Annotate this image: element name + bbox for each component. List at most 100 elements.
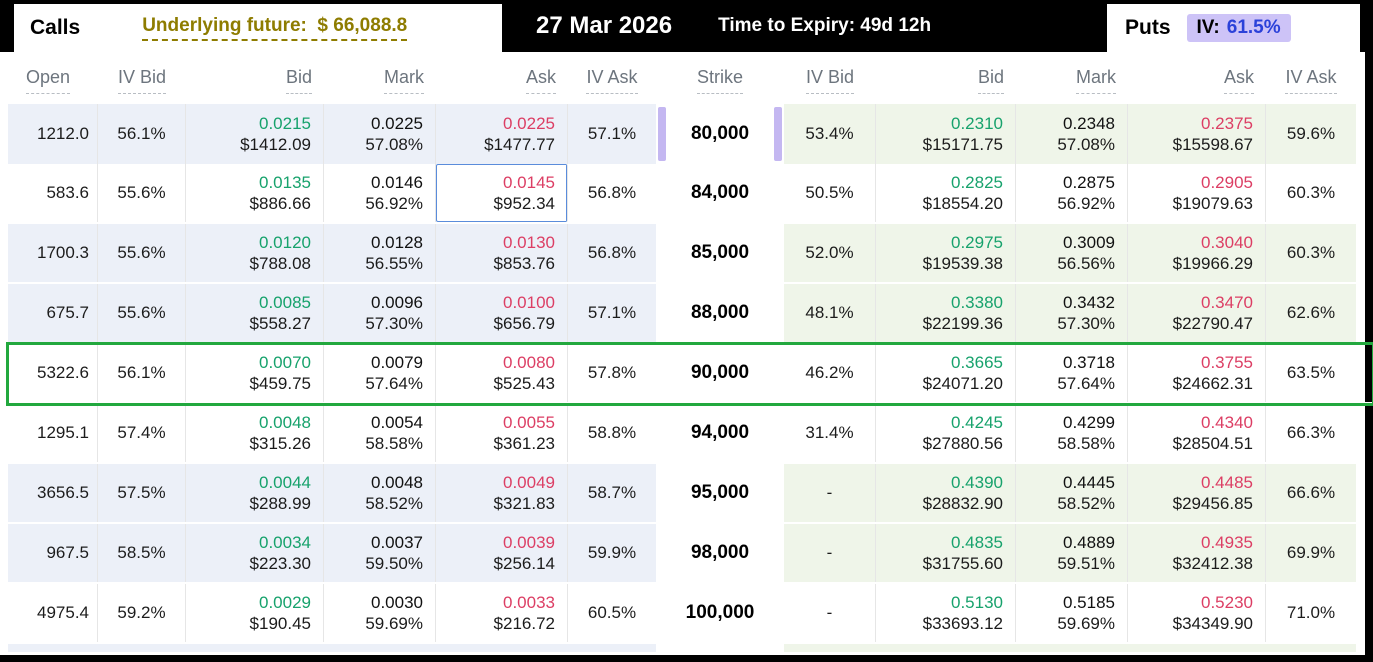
secondary-value: 56.55%	[365, 254, 423, 273]
put-bid-cell[interactable]: 0.2825 $18554.20	[876, 164, 1016, 222]
price-value: 0.4299	[1063, 413, 1115, 432]
call-ask-cell[interactable]: 0.0080 $525.43	[436, 344, 568, 402]
price-value: 0.4390	[951, 473, 1003, 492]
calls-label: Calls	[30, 16, 81, 39]
strike-cell[interactable]: 85,000	[668, 224, 772, 282]
strike-gutter-right	[772, 524, 784, 582]
header-call-iv-ask-label[interactable]: IV Ask	[586, 67, 638, 94]
underlying-future-link[interactable]: Underlying future: $ 66,088.8	[142, 15, 408, 41]
header-call-iv-ask[interactable]: IV Ask	[568, 67, 656, 94]
call-open: 1700.3	[8, 224, 98, 282]
strike-cell[interactable]: 100,000	[668, 584, 772, 642]
strike-gutter-right	[772, 404, 784, 462]
header-put-bid[interactable]: Bid	[876, 67, 1016, 94]
put-ask-cell[interactable]: 0.3470 $22790.47	[1128, 284, 1266, 342]
price-value: 0.2975	[951, 233, 1003, 252]
strike-cell[interactable]: 84,000	[668, 164, 772, 222]
put-bid-cell[interactable]: 0.2310 $15171.75	[876, 104, 1016, 164]
put-bid-cell[interactable]: 0.4390 $28832.90	[876, 464, 1016, 522]
strike-scroll-indicator-left	[656, 104, 668, 164]
call-bid-cell[interactable]: 0.0070 $459.75	[186, 344, 324, 402]
call-bid-cell[interactable]: 0.0034 $223.30	[186, 524, 324, 582]
secondary-value: $19966.29	[1172, 254, 1253, 273]
header-call-bid[interactable]: Bid	[186, 67, 324, 94]
expiry-date[interactable]: 27 Mar 2026	[536, 12, 673, 39]
put-ask-cell[interactable]: 0.4935 $32412.38	[1128, 524, 1266, 582]
header-put-mark-label[interactable]: Mark	[1076, 67, 1116, 94]
call-ask-cell[interactable]: 0.0049 $321.83	[436, 464, 568, 522]
put-iv-ask: 63.5%	[1286, 363, 1336, 382]
secondary-value: $24662.31	[1172, 374, 1253, 393]
put-ask-cell[interactable]: 0.2375 $15598.67	[1128, 104, 1266, 164]
call-ask-cell[interactable]: 0.0225 $1477.77	[436, 104, 568, 164]
call-ask-cell[interactable]: 0.0100 $656.79	[436, 284, 568, 342]
put-bid-cell[interactable]: 0.5130 $33693.12	[876, 584, 1016, 642]
put-bid-cell[interactable]: 0.3380 $22199.36	[876, 284, 1016, 342]
header-put-mark[interactable]: Mark	[1016, 67, 1128, 94]
call-iv-ask: 58.8%	[587, 423, 637, 442]
header-call-iv-bid-label[interactable]: IV Bid	[117, 67, 167, 94]
secondary-value: $19539.38	[922, 254, 1003, 273]
call-ask-cell[interactable]: 0.0033 $216.72	[436, 584, 568, 642]
call-iv-bid: 55.6%	[98, 284, 186, 342]
header-strike-label[interactable]: Strike	[696, 67, 743, 94]
secondary-value: $1412.09	[240, 135, 311, 154]
header-put-iv-bid-label[interactable]: IV Bid	[805, 67, 855, 94]
call-bid-cell[interactable]: 0.0044 $288.99	[186, 464, 324, 522]
header-call-ask[interactable]: Ask	[436, 67, 568, 94]
put-ask-cell[interactable]: 0.4340 $28504.51	[1128, 404, 1266, 462]
put-ask-cell[interactable]: 0.3040 $19966.29	[1128, 224, 1266, 282]
call-bid-cell[interactable]: 0.0135 $886.66	[186, 164, 324, 222]
call-bid-cell[interactable]: 0.0048 $315.26	[186, 404, 324, 462]
put-ask-cell[interactable]: 0.5230 $34349.90	[1128, 584, 1266, 642]
call-bid-cell[interactable]: 0.0029 $190.45	[186, 584, 324, 642]
secondary-value: 58.58%	[1057, 434, 1115, 453]
header-call-open[interactable]: Open	[8, 67, 98, 94]
header-put-bid-label[interactable]: Bid	[977, 67, 1004, 94]
call-iv-ask: 58.7%	[568, 464, 656, 522]
call-open: 1212.0	[8, 104, 98, 164]
header-call-ask-label[interactable]: Ask	[525, 67, 556, 94]
strike-cell[interactable]: 95,000	[668, 464, 772, 522]
strike-cell[interactable]: 98,000	[668, 524, 772, 582]
put-ask-cell[interactable]: 0.2905 $19079.63	[1128, 164, 1266, 222]
strike-cell[interactable]: 88,000	[668, 284, 772, 342]
call-iv-ask: 60.5%	[587, 603, 637, 622]
call-ask-cell[interactable]: 0.0039 $256.14	[436, 524, 568, 582]
call-ask-cell[interactable]: 0.0055 $361.23	[436, 404, 568, 462]
put-ask-cell[interactable]: 0.4485 $29456.85	[1128, 464, 1266, 522]
header-call-bid-label[interactable]: Bid	[285, 67, 312, 94]
put-bid-cell[interactable]: 0.3665 $24071.20	[876, 344, 1016, 402]
put-ask-cell[interactable]: 0.3755 $24662.31	[1128, 344, 1266, 402]
header-put-iv-ask[interactable]: IV Ask	[1266, 67, 1356, 94]
price-value: 0.3665	[951, 353, 1003, 372]
call-ask-cell[interactable]: 0.0130 $853.76	[436, 224, 568, 282]
call-ask-cell[interactable]: 0.0145 $952.34	[436, 164, 568, 222]
strike-cell[interactable]: 94,000	[668, 404, 772, 462]
put-bid-cell[interactable]: 0.2975 $19539.38	[876, 224, 1016, 282]
call-mark-cell: 0.0146 56.92%	[324, 164, 436, 222]
put-mark-cell: 0.2348 57.08%	[1016, 104, 1128, 164]
header-strike[interactable]: Strike	[668, 67, 772, 94]
strike-cell[interactable]: 80,000	[668, 104, 772, 164]
secondary-value: $558.27	[249, 314, 311, 333]
price-value: 0.0034	[259, 533, 311, 552]
header-put-ask-label[interactable]: Ask	[1223, 67, 1254, 94]
partial-strike-gutter	[656, 644, 784, 652]
put-bid-cell[interactable]: 0.4835 $31755.60	[876, 524, 1016, 582]
header-put-ask[interactable]: Ask	[1128, 67, 1266, 94]
call-bid-cell[interactable]: 0.0085 $558.27	[186, 284, 324, 342]
header-put-iv-ask-label[interactable]: IV Ask	[1285, 67, 1337, 94]
call-bid-cell[interactable]: 0.0120 $788.08	[186, 224, 324, 282]
strike-cell[interactable]: 90,000	[668, 344, 772, 402]
header-call-mark[interactable]: Mark	[324, 67, 436, 94]
secondary-value: 57.08%	[1057, 135, 1115, 154]
put-bid-cell[interactable]: 0.4245 $27880.56	[876, 404, 1016, 462]
header-put-iv-bid[interactable]: IV Bid	[784, 67, 876, 94]
header-call-iv-bid[interactable]: IV Bid	[98, 67, 186, 94]
header-call-open-label[interactable]: Open	[26, 67, 71, 94]
call-bid-cell[interactable]: 0.0215 $1412.09	[186, 104, 324, 164]
put-mark-cell: 0.2875 56.92%	[1016, 164, 1128, 222]
secondary-value: $29456.85	[1172, 494, 1253, 513]
header-call-mark-label[interactable]: Mark	[384, 67, 424, 94]
